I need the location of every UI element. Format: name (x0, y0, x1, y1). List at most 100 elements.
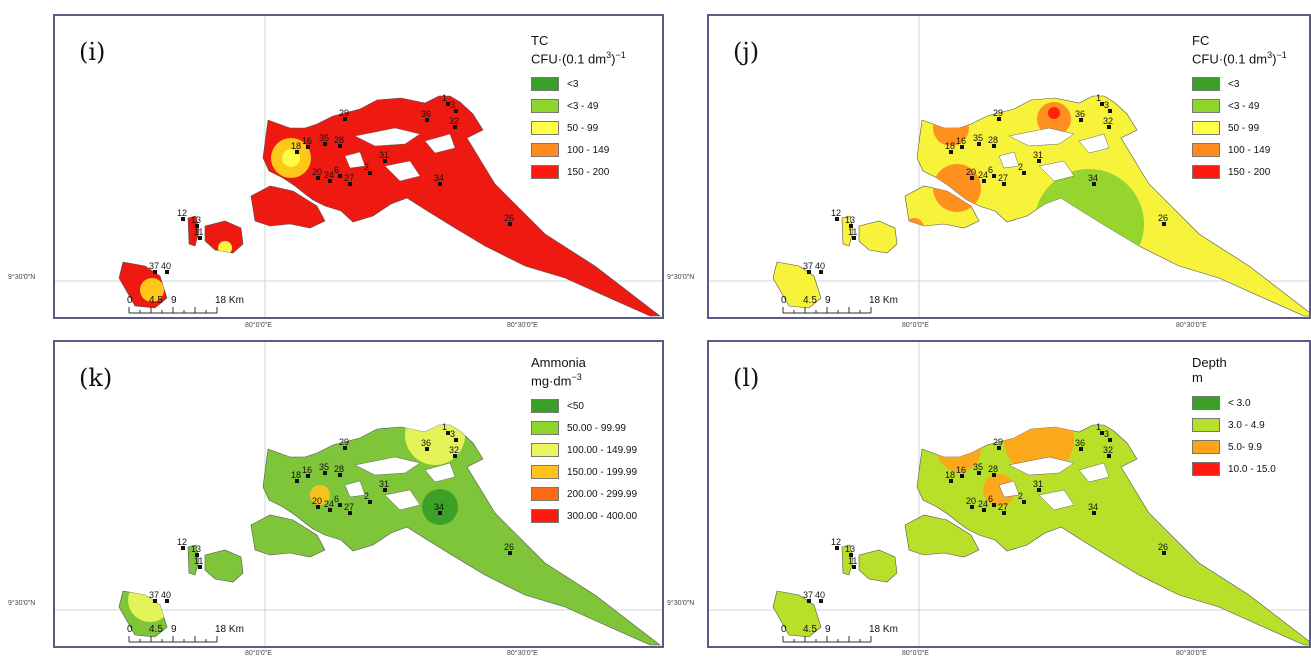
station-marker (1108, 109, 1112, 113)
legend-swatch (1192, 143, 1220, 158)
station-marker (849, 553, 853, 557)
legend-label: 50 - 99 (1228, 122, 1260, 134)
scale-bar: 0 4.5 9 18 Km (127, 624, 244, 643)
station-label: 28 (988, 135, 998, 145)
station-label: 26 (504, 542, 514, 552)
value-zone (1048, 107, 1060, 119)
longitude-label-k-2: 80°30'0"E (507, 650, 538, 657)
legend-unit: CFU·(0.1 dm3)−1 (1192, 50, 1287, 67)
value-zone (1004, 425, 1074, 475)
legend-item: 150 - 200 (1192, 161, 1287, 183)
legend-swatch (531, 121, 559, 136)
station-marker (338, 174, 342, 178)
legend-label: <3 - 49 (567, 100, 599, 112)
legend-swatch (531, 421, 559, 436)
station-marker (328, 508, 332, 512)
lagoon-shape (384, 489, 421, 511)
station-label: 20 (312, 167, 322, 177)
station-marker (982, 508, 986, 512)
station-marker (1162, 551, 1166, 555)
station-marker (316, 176, 320, 180)
panel-label: (i) (79, 38, 106, 66)
legend-item: 100 - 149 (1192, 139, 1287, 161)
lagoon-shape (1078, 133, 1110, 154)
island-shape (204, 220, 244, 254)
island-shape (904, 514, 980, 558)
station-label: 40 (161, 261, 171, 271)
legend-label: 5.0- 9.9 (1228, 441, 1262, 453)
station-label: 28 (334, 464, 344, 474)
station-label: 12 (831, 208, 841, 218)
station-label: 24 (324, 170, 334, 180)
value-zone (140, 278, 164, 302)
lagoon-shape (998, 151, 1020, 169)
station-label: 31 (1033, 479, 1043, 489)
station-marker (295, 479, 299, 483)
station-marker (1100, 431, 1104, 435)
map-panel-i: 1 3 29 36 32 28 16 18 35 6 31 2 20 24 27 34 26 12 13 11 37 40… (53, 14, 664, 319)
legend-item: 150.00 - 199.99 (531, 461, 637, 483)
station-label: 13 (191, 544, 201, 554)
legend-item: < 3.0 (1192, 392, 1276, 414)
station-marker (1037, 488, 1041, 492)
value-zone (729, 270, 757, 298)
station-label: 11 (194, 227, 203, 237)
lagoon-shape (344, 480, 366, 498)
station-marker (1037, 159, 1041, 163)
station-label: 37 (149, 590, 159, 600)
scale-tick-label: 4.5 (149, 295, 163, 306)
station-marker (454, 438, 458, 442)
station-marker (425, 447, 429, 451)
station-label: 36 (421, 109, 431, 119)
scale-tick-label: 9 (825, 624, 831, 635)
legend-swatch (531, 77, 559, 92)
legend-label: < 3.0 (1228, 397, 1251, 409)
station-marker (992, 144, 996, 148)
legend-title: TC (531, 33, 549, 48)
legend-label: <3 (567, 78, 579, 90)
scale-tick-label: 4.5 (803, 295, 817, 306)
station-label: 40 (161, 590, 171, 600)
lagoon-shape (424, 462, 456, 483)
legend-swatch (531, 487, 559, 502)
station-marker (977, 142, 981, 146)
station-label: 40 (815, 590, 825, 600)
legend-swatch (531, 465, 559, 480)
station-label: 16 (956, 465, 966, 475)
longitude-label-l-2: 80°30'0"E (1176, 650, 1207, 657)
station-label: 29 (993, 437, 1003, 447)
lagoon-shape (384, 160, 421, 182)
station-label: 29 (993, 108, 1003, 118)
station-label: 1 (442, 93, 447, 103)
station-marker (383, 488, 387, 492)
legend-swatch (1192, 77, 1220, 92)
scale-tick-label: 18 Km (215, 624, 244, 635)
value-zone (1034, 169, 1144, 279)
station-marker (368, 500, 372, 504)
scale-tick-label: 0 (127, 624, 133, 635)
scale-tick-label: 9 (171, 624, 177, 635)
station-label: 1 (442, 422, 447, 432)
station-marker (992, 174, 996, 178)
station-label: 35 (973, 133, 983, 143)
station-marker (960, 145, 964, 149)
station-marker (835, 217, 839, 221)
station-label: 6 (988, 165, 993, 175)
mainland-shape (262, 95, 661, 317)
station-marker (348, 182, 352, 186)
station-marker (970, 176, 974, 180)
station-marker (306, 145, 310, 149)
station-label: 34 (434, 173, 444, 183)
legend-unit: m (1192, 370, 1203, 385)
station-marker (153, 599, 157, 603)
legend-label: <3 (1228, 78, 1240, 90)
legend-item: 3.0 - 4.9 (1192, 414, 1276, 436)
scale-tick-label: 0 (781, 295, 787, 306)
station-label: 34 (1088, 173, 1098, 183)
scale-bar: 0 4.5 9 18 Km (127, 295, 244, 314)
legend-label: 50 - 99 (567, 122, 599, 134)
station-marker (338, 473, 342, 477)
island-shape (250, 185, 326, 229)
station-label: 27 (344, 173, 354, 183)
station-label: 18 (291, 141, 301, 151)
